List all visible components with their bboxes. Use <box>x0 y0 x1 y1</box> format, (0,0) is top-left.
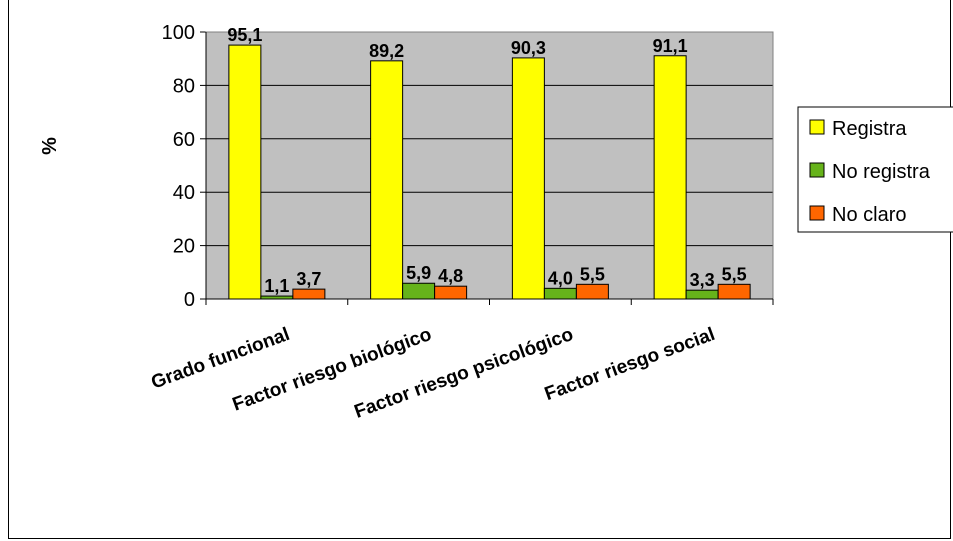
bar-no-registra <box>260 295 294 300</box>
chart-frame <box>8 0 951 539</box>
bar-no-registra <box>402 282 436 300</box>
data-label: 3,3 <box>690 270 715 290</box>
data-label: 3,7 <box>296 269 321 289</box>
data-label: 89,2 <box>369 41 404 61</box>
data-label: 91,1 <box>653 36 688 56</box>
data-label: 5,5 <box>580 264 605 284</box>
y-tick-label: 80 <box>173 75 195 97</box>
y-tick-label: 100 <box>162 22 195 44</box>
y-tick-label: 60 <box>173 129 195 151</box>
y-tick-label: 20 <box>173 236 195 258</box>
legend-label: No registra <box>832 161 931 183</box>
data-label: 4,8 <box>438 266 463 286</box>
legend-label: No claro <box>832 204 906 226</box>
bar-no-claro <box>575 283 609 300</box>
bar-no-registra <box>543 287 577 300</box>
legend-swatch <box>809 205 825 221</box>
bar-registra <box>370 60 404 300</box>
data-label: 95,1 <box>227 25 262 45</box>
legend: Registra No registra No claro <box>797 106 953 233</box>
data-label: 90,3 <box>511 38 546 58</box>
bar-no-claro <box>434 285 468 300</box>
bar-no-claro <box>292 288 326 300</box>
legend-swatch <box>809 162 825 178</box>
legend-swatch <box>809 119 825 135</box>
y-axis-label: % <box>39 137 61 155</box>
y-tick-label: 40 <box>173 182 195 204</box>
bar-registra <box>228 44 262 300</box>
data-label: 5,5 <box>722 264 747 284</box>
data-label: 4,0 <box>548 268 573 288</box>
bar-no-claro <box>717 283 751 300</box>
bar-registra <box>653 55 687 300</box>
data-label: 1,1 <box>264 276 289 296</box>
legend-label: Registra <box>832 118 907 140</box>
y-tick-label: 0 <box>184 289 195 311</box>
bar-registra <box>511 57 545 300</box>
bar-no-registra <box>685 289 719 300</box>
plot-area <box>206 32 773 299</box>
data-label: 5,9 <box>406 263 431 283</box>
